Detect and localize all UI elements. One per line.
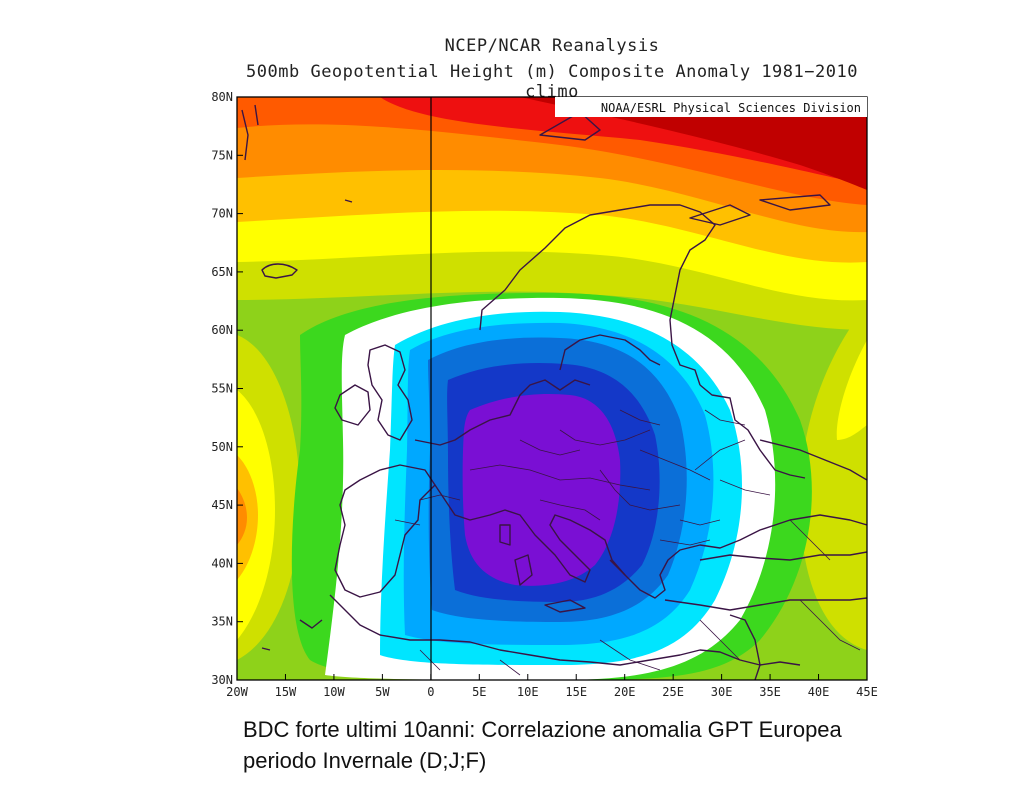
x-tick-label: 10E [517,685,539,699]
x-tick-label: 0 [427,685,434,699]
x-tick-label: 30E [711,685,733,699]
y-tick-label: 60N [211,323,233,337]
coastlines [241,104,867,680]
coast-caspian-north [759,439,867,481]
x-tick-label: 25E [662,685,684,699]
y-tick-label: 55N [211,382,233,396]
y-tick-label: 40N [211,556,233,570]
x-tick-label: 20E [614,685,636,699]
x-tick-label: 15W [275,685,297,699]
coast-svalbard [539,111,601,141]
coast-jan-mayen [344,199,353,203]
caption-line-2: periodo Invernale (D;J;F) [243,748,487,773]
coast-iceland [261,263,298,279]
coast-black-sea-south [699,551,867,561]
contour-fills [237,97,867,680]
coast-scandinavia [479,204,716,386]
fill-yellow-east [836,340,867,440]
x-tick-label: 45E [856,685,878,699]
anomaly-map: NOAA/ESRL Physical Sciences Division 20W… [211,90,878,699]
coast-novaya-zemlya [689,194,831,226]
fill-purple [462,393,621,586]
y-tick-label: 65N [211,265,233,279]
coast-turkey [664,597,867,611]
anomaly-map-svg: NOAA/ESRL Physical Sciences Division 20W… [211,90,878,699]
borders-central-europe [469,409,746,546]
y-tick-label: 30N [211,673,233,687]
coast-sicily [544,599,586,613]
y-tick-label: 80N [211,90,233,104]
coast-ireland [334,384,371,426]
credit-text: NOAA/ESRL Physical Sciences Division [601,101,861,115]
map-title: NCEP/NCAR Reanalysis [444,36,660,56]
coast-mediterranean-north [434,484,626,583]
coast-levant [729,614,761,680]
x-tick-label: 20W [226,685,248,699]
y-tick-label: 50N [211,440,233,454]
x-tick-label: 35E [759,685,781,699]
coast-great-britain [367,344,413,441]
credit-background [555,97,867,117]
x-tick-label: 40E [808,685,830,699]
y-axis-ticks: 80N 75N 70N 65N 60N 55N 50N 45N 40N 35N 30N [211,90,243,687]
fill-deep-red-north [520,97,867,190]
x-tick-label: 5W [375,685,390,699]
noaa-credit-box: NOAA/ESRL Physical Sciences Division [555,97,867,117]
coast-sardinia-corsica [499,524,533,586]
x-tick-label: 15E [565,685,587,699]
x-axis-ticks: 20W 15W 10W 5W 0 5E 10E 15E 20E 25E 30E 35E 40E 45E [226,674,878,699]
coast-greenland [241,104,259,161]
borders-other [394,409,861,676]
x-tick-label: 10W [323,685,345,699]
y-tick-label: 35N [211,615,233,629]
y-tick-label: 45N [211,498,233,512]
caption-line-1: BDC forte ultimi 10anni: Correlazione an… [243,717,842,742]
y-tick-label: 75N [211,148,233,162]
fill-amber-west [237,455,258,580]
coast-baltic-russia [699,384,806,479]
fill-orange-west [237,488,247,545]
coast-atlantic-islands [261,619,323,651]
y-tick-label: 70N [211,207,233,221]
x-tick-label: 5E [472,685,486,699]
coast-north-africa [329,594,801,666]
coast-balkans-black-sea [609,514,867,599]
country-borders [394,409,861,676]
coast-north-sea [414,379,591,446]
